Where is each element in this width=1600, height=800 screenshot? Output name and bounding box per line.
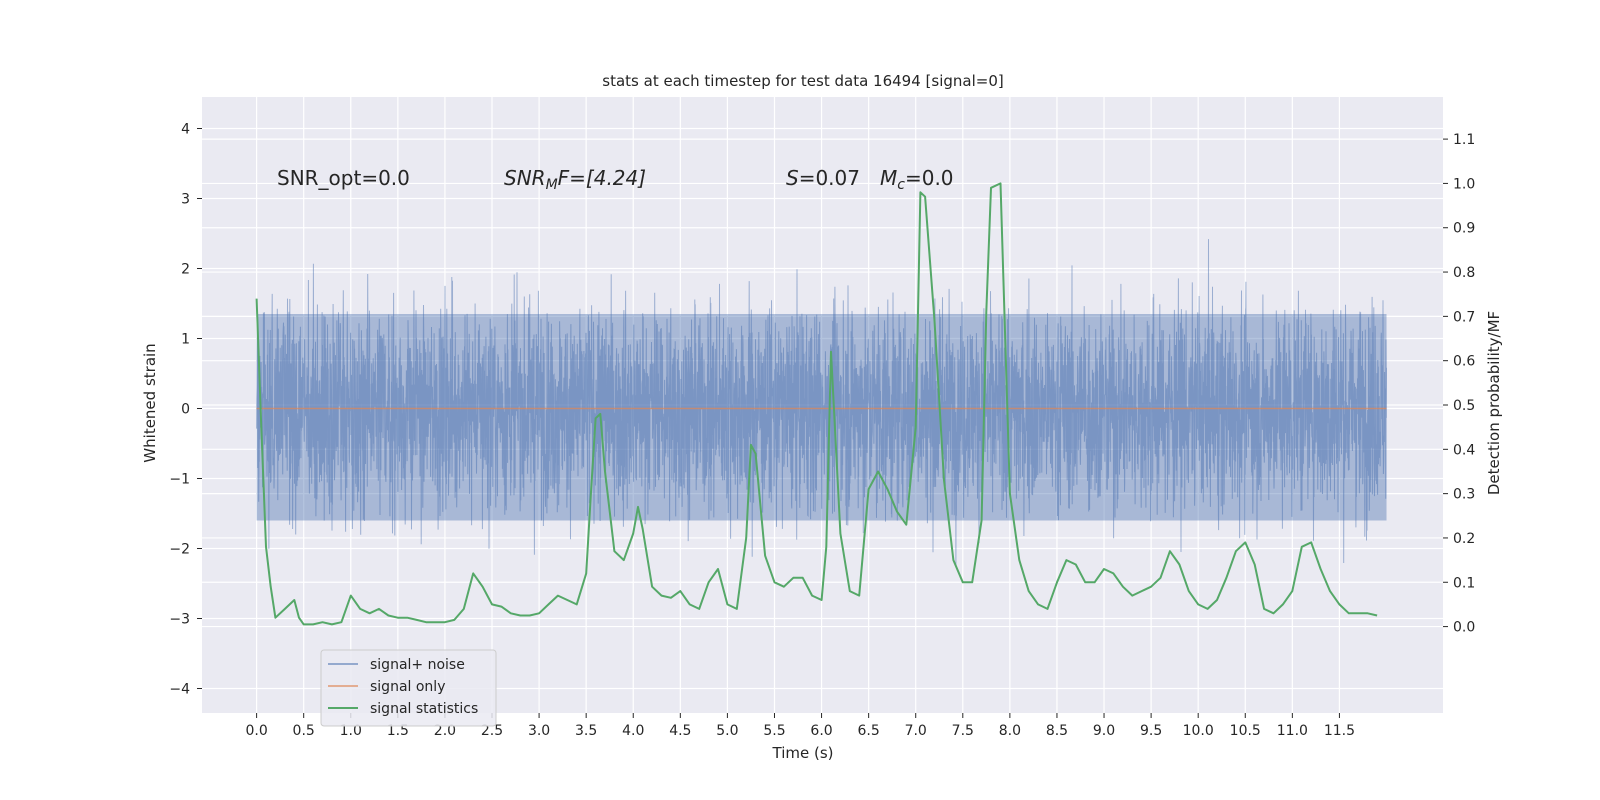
x-tick-label-5: 2.5 [481, 723, 503, 739]
x-tick-label-1: 0.5 [293, 723, 315, 739]
yr-tick-label-8: 0.8 [1453, 265, 1475, 281]
yr-tick-label-2: 0.2 [1453, 531, 1475, 547]
y-right-axis-ticks: 0.0 0.1 0.2 0.3 0.4 0.5 0.6 0.7 0.8 0.9 1.0 1.1 [1443, 132, 1475, 636]
series-signal-statistics [255, 182, 1378, 626]
yl-tick-label-1: −3 [169, 612, 190, 628]
annotation-snr-mf: SNRMF=[4.24] [504, 166, 646, 193]
legend-label-signal-statistics: signal statistics [370, 701, 478, 717]
yr-tick-label-5: 0.5 [1453, 398, 1475, 414]
yr-tick-label-1: 0.1 [1453, 575, 1475, 591]
yl-tick-label-4: 0 [181, 402, 190, 418]
y-left-axis-ticks: −4 −3 −2 −1 0 1 2 3 4 [169, 122, 202, 698]
yr-tick-label-10: 1.0 [1453, 176, 1475, 192]
x-tick-label-6: 3.0 [528, 723, 550, 739]
x-tick-label-14: 7.0 [905, 723, 927, 739]
yl-tick-label-0: −4 [169, 682, 190, 698]
x-tick-label-0: 0.0 [245, 723, 267, 739]
noise-dense-band [256, 314, 1387, 521]
y-right-axis-label: Detection probability/MF [1485, 311, 1503, 495]
x-tick-label-15: 7.5 [952, 723, 974, 739]
yl-tick-label-7: 3 [181, 192, 190, 208]
chart-title: stats at each timestep for test data 164… [602, 72, 1003, 90]
yr-tick-label-11: 1.1 [1453, 132, 1475, 148]
annotation-mc-base: M [880, 166, 897, 190]
x-tick-label-9: 4.5 [669, 723, 691, 739]
legend-box [320, 649, 497, 727]
grid-lines [202, 97, 1443, 713]
x-tick-label-16: 8.0 [999, 723, 1021, 739]
yr-tick-label-4: 0.4 [1453, 442, 1475, 458]
annotation-s: S=0.07 [786, 166, 860, 190]
annotation-snr-mf-base: SNR [504, 166, 546, 190]
x-tick-label-8: 4.0 [622, 723, 644, 739]
x-tick-label-19: 9.5 [1140, 723, 1162, 739]
yr-tick-label-7: 0.7 [1453, 309, 1475, 325]
x-tick-label-23: 11.5 [1324, 723, 1355, 739]
x-axis-label: Time (s) [772, 744, 834, 762]
annotation-mc: Mc=0.0 [880, 166, 954, 193]
annotation-snr-opt: SNR_opt=0.0 [277, 166, 410, 190]
legend: signal+ noise signal only signal statist… [320, 649, 497, 727]
signal-statistics-line [255, 182, 1378, 626]
x-tick-label-21: 10.5 [1230, 723, 1261, 739]
yl-tick-label-5: 1 [181, 332, 190, 348]
y-left-axis-label: Whitened strain [141, 343, 159, 462]
yr-tick-label-3: 0.3 [1453, 487, 1475, 503]
annotation-snr-mf-sub: M [546, 177, 558, 193]
x-axis-ticks: 0.0 0.5 1.0 1.5 2.0 2.5 3.0 3.5 4.0 4.5 5.0 5.5 6.0 6… [245, 713, 1355, 739]
x-tick-label-11: 5.5 [763, 723, 785, 739]
x-tick-label-17: 8.5 [1046, 723, 1068, 739]
annotation-mc-sub: c [897, 177, 905, 193]
legend-label-signal-only: signal only [370, 679, 445, 695]
yr-tick-label-9: 0.9 [1453, 221, 1475, 237]
noise-trace [256, 239, 1387, 567]
yl-tick-label-6: 2 [181, 262, 190, 278]
yr-tick-label-0: 0.0 [1453, 620, 1475, 636]
x-tick-label-3: 1.5 [387, 723, 409, 739]
yl-tick-label-2: −2 [169, 542, 190, 558]
annotation-mc-rest: =0.0 [905, 166, 954, 190]
series-signal-noise [256, 239, 1387, 567]
x-tick-label-7: 3.5 [575, 723, 597, 739]
annotation-s-rest: =0.07 [799, 166, 860, 190]
x-tick-label-12: 6.0 [810, 723, 832, 739]
x-tick-label-18: 9.0 [1093, 723, 1115, 739]
legend-label-signal-noise: signal+ noise [370, 657, 465, 673]
x-tick-label-13: 6.5 [858, 723, 880, 739]
annotation-s-base: S [786, 166, 799, 190]
x-tick-label-22: 11.0 [1277, 723, 1308, 739]
yr-tick-label-6: 0.6 [1453, 354, 1475, 370]
yl-tick-label-8: 4 [181, 122, 190, 138]
x-tick-label-4: 2.0 [434, 723, 456, 739]
x-tick-label-20: 10.0 [1183, 723, 1214, 739]
yl-tick-label-3: −1 [169, 472, 190, 488]
x-tick-label-10: 5.0 [716, 723, 738, 739]
x-tick-label-2: 1.0 [340, 723, 362, 739]
annotation-snr-mf-rest: F=[4.24] [558, 166, 646, 190]
